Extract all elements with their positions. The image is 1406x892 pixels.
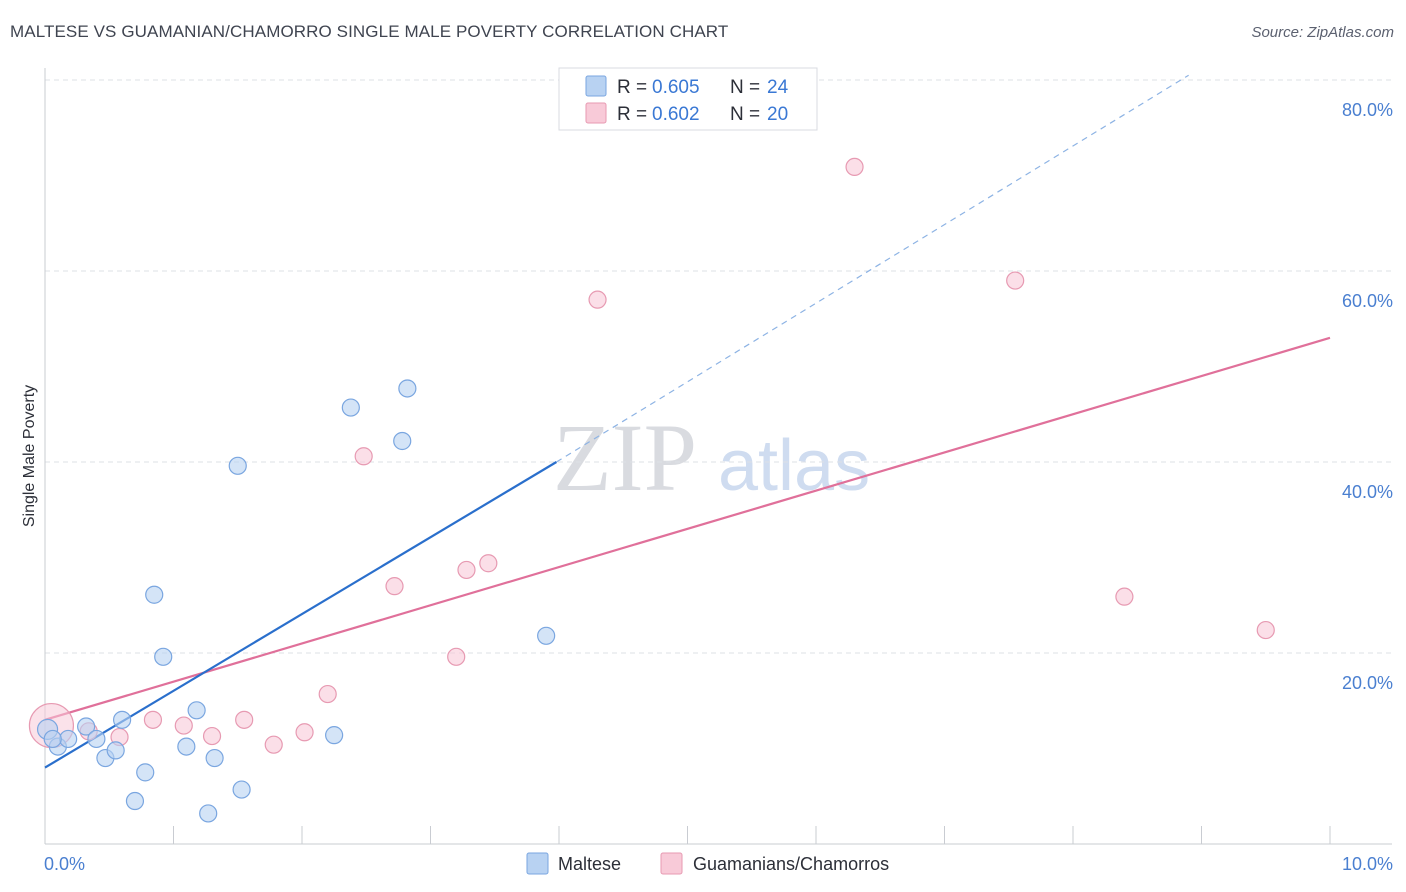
y-tick-label-20: 20.0% — [1342, 673, 1393, 693]
legend-n-label-guamanian: N = — [730, 104, 760, 125]
trendline-maltese-extension — [556, 74, 1189, 463]
legend-n-value-guamanian: 20 — [767, 104, 788, 125]
series-legend-swatch-guamanian — [660, 852, 683, 875]
point-maltese-18 — [325, 726, 344, 745]
point-guamanian-3 — [143, 710, 163, 729]
point-guamanian-5 — [202, 726, 222, 746]
point-guamanian-7 — [264, 735, 283, 754]
point-maltese-2 — [59, 729, 78, 749]
point-guamanian-15 — [588, 290, 607, 309]
legend-n-label-maltese: N = — [730, 77, 760, 98]
y-axis-label: Single Male Poverty — [21, 385, 38, 527]
point-guamanian-8 — [295, 723, 314, 742]
point-maltese-13 — [187, 701, 206, 720]
point-maltese-8 — [125, 791, 145, 811]
point-maltese-19 — [341, 398, 360, 417]
legend-swatch-maltese — [585, 75, 607, 97]
point-guamanian-6 — [235, 710, 254, 729]
point-guamanian-11 — [385, 577, 404, 596]
watermark: ZIP atlas — [553, 404, 870, 511]
point-maltese-11 — [154, 647, 173, 666]
point-guamanian-13 — [457, 560, 476, 580]
point-guamanian-14 — [479, 554, 498, 573]
data-points — [28, 157, 1275, 823]
point-maltese-15 — [205, 748, 224, 768]
point-maltese-12 — [177, 737, 196, 756]
watermark-zip: ZIP — [553, 404, 697, 511]
point-maltese-20 — [393, 431, 412, 451]
series-legend-swatch-maltese — [526, 852, 549, 875]
point-maltese-17 — [232, 780, 251, 799]
series-legend: Maltese Guamanians/Chamorros — [526, 852, 889, 875]
y-axis-ticks: 20.0% 40.0% 60.0% 80.0% — [1342, 100, 1393, 693]
watermark-atlas: atlas — [718, 426, 870, 506]
point-guamanian-9 — [318, 684, 337, 704]
point-maltese-6 — [106, 741, 125, 760]
point-maltese-3 — [77, 717, 96, 736]
point-maltese-14 — [199, 804, 218, 823]
point-guamanian-18 — [1115, 587, 1134, 606]
point-maltese-21 — [398, 379, 417, 398]
point-guamanian-10 — [354, 447, 373, 466]
legend-r-value-maltese: 0.605 — [652, 77, 700, 98]
x-axis-ticks: 0.0% 10.0% — [44, 854, 1393, 874]
point-maltese-16 — [228, 456, 247, 475]
point-guamanian-12 — [447, 647, 466, 666]
chart-title: MALTESE VS GUAMANIAN/CHAMORRO SINGLE MAL… — [10, 22, 729, 41]
legend-r-label-guamanian: R = — [617, 104, 647, 125]
legend-swatch-guamanian — [585, 102, 607, 124]
point-maltese-4 — [87, 729, 106, 749]
x-tick-label-0: 0.0% — [44, 854, 85, 874]
legend-n-value-maltese: 24 — [767, 77, 789, 98]
series-legend-label-guamanian: Guamanians/Chamorros — [693, 854, 889, 874]
correlation-legend: R = 0.605 N = 24 R = 0.602 N = 20 — [558, 67, 818, 131]
point-maltese-10 — [145, 585, 164, 604]
point-guamanian-17 — [1006, 271, 1025, 290]
point-maltese-22 — [537, 626, 556, 645]
point-maltese-23 — [43, 729, 62, 749]
point-maltese-7 — [112, 710, 132, 729]
point-guamanian-4 — [174, 716, 193, 735]
gridlines — [45, 79, 1392, 654]
trendline-guamanian — [44, 336, 1331, 721]
legend-r-label-maltese: R = — [617, 77, 647, 98]
legend-r-value-guamanian: 0.602 — [652, 104, 700, 125]
point-guamanian-16 — [845, 157, 864, 177]
source-credit: Source: ZipAtlas.com — [1251, 24, 1394, 41]
point-guamanian-19 — [1256, 620, 1275, 640]
series-legend-label-maltese: Maltese — [558, 854, 621, 874]
point-maltese-9 — [136, 763, 155, 782]
y-tick-label-40: 40.0% — [1342, 482, 1393, 502]
y-tick-label-60: 60.0% — [1342, 291, 1393, 311]
axes — [44, 68, 1392, 845]
x-tick-label-10: 10.0% — [1342, 854, 1393, 874]
y-tick-label-80: 80.0% — [1342, 100, 1393, 120]
